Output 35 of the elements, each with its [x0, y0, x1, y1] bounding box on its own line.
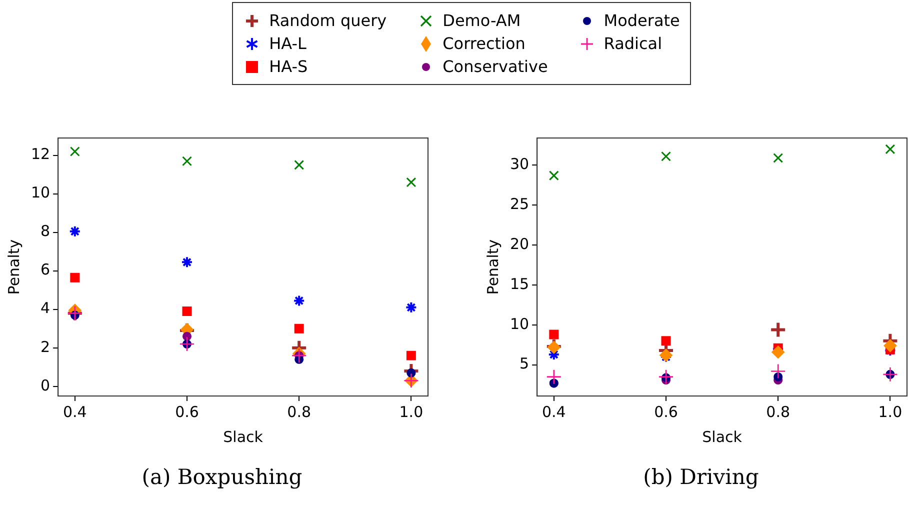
x-tick-label: 0.8	[287, 402, 312, 421]
y-tick-label: 6	[40, 260, 50, 279]
legend-label: Random query	[269, 11, 387, 30]
x-axis-title: Slack	[223, 428, 264, 446]
x-tick-label: 1.0	[878, 402, 902, 421]
y-tick-label: 5	[520, 354, 530, 373]
y-axis-title: Penalty	[484, 239, 502, 295]
x-tick-label: 0.4	[542, 402, 566, 421]
text: (b) Driving	[643, 465, 759, 489]
text: (a) Boxpushing	[142, 465, 302, 489]
legend-label: Demo-AM	[442, 11, 521, 30]
legend-label: Radical	[604, 34, 662, 53]
y-tick-label: 20	[510, 234, 530, 253]
y-tick-label: 30	[510, 155, 530, 174]
y-axis-title: Penalty	[4, 239, 23, 295]
x-tick-label: 0.4	[62, 402, 87, 421]
y-tick-label: 10	[30, 184, 50, 202]
y-tick-label: 25	[510, 194, 530, 213]
y-tick-label: 2	[40, 338, 50, 356]
y-tick-label: 0	[40, 376, 50, 394]
y-tick-label: 10	[510, 314, 530, 333]
legend-label: HA-S	[269, 57, 308, 76]
y-tick-label: 12	[30, 145, 50, 164]
legend-label: HA-L	[269, 34, 306, 53]
x-tick-label: 0.6	[175, 402, 199, 421]
x-axis-title: Slack	[702, 428, 742, 446]
x-tick-label: 0.6	[654, 402, 678, 421]
y-tick-label: 8	[40, 222, 50, 240]
y-tick-label: 4	[40, 299, 50, 318]
legend-label: Conservative	[442, 57, 548, 76]
x-tick-label: 0.8	[766, 402, 790, 421]
x-tick-label: 1.0	[399, 402, 424, 421]
y-tick-label: 15	[510, 274, 530, 293]
legend-label: Moderate	[604, 11, 680, 30]
legend-label: Correction	[442, 34, 526, 53]
